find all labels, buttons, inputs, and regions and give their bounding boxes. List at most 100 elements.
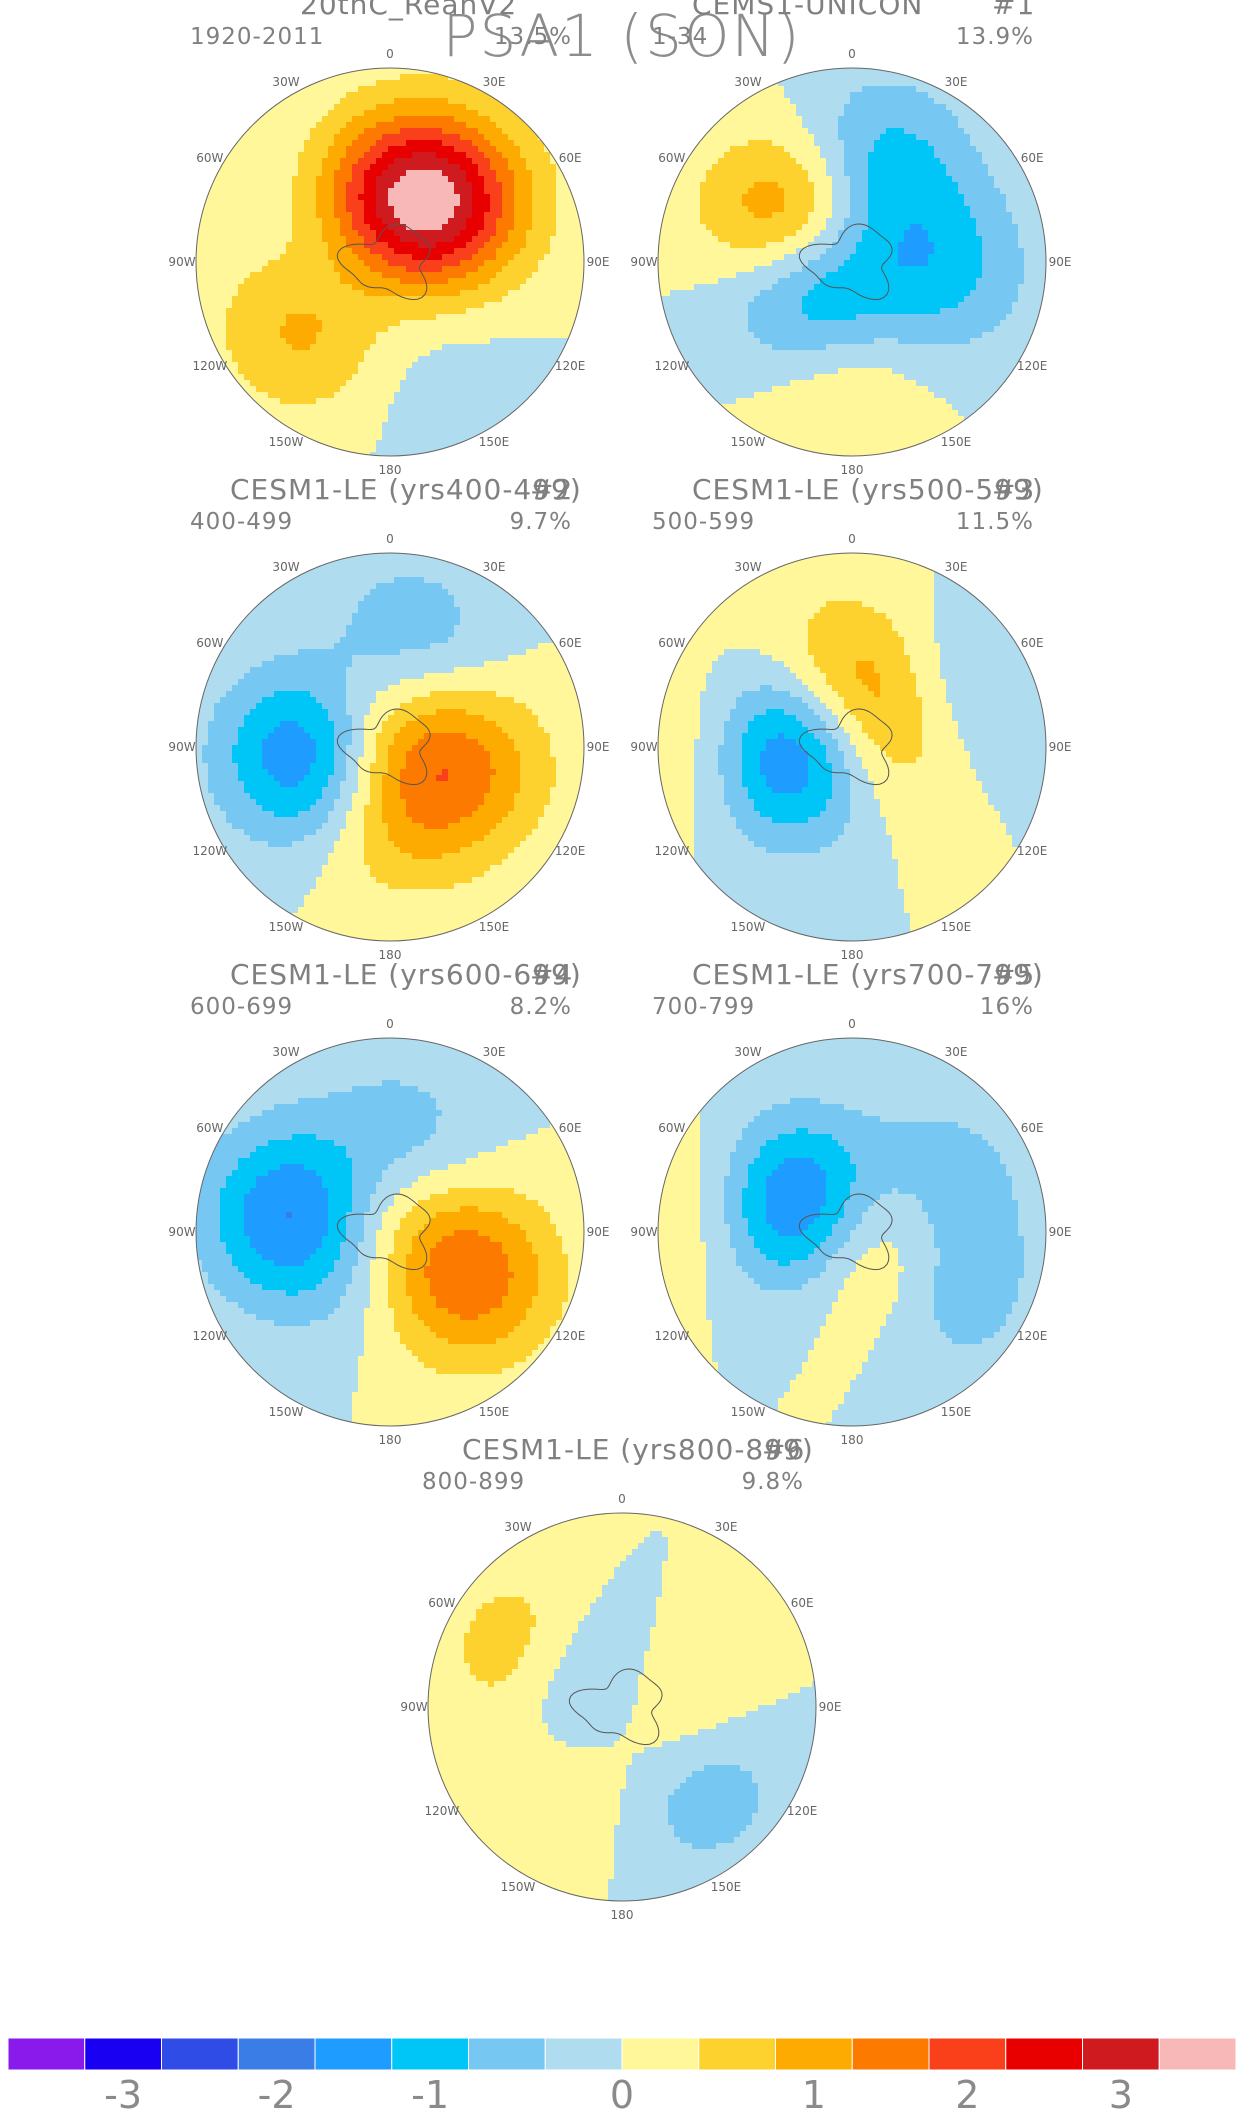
map-boundary [657, 1037, 1047, 1427]
longitude-label: 30W [272, 1045, 299, 1059]
coastline [336, 223, 431, 301]
colorbar-swatch [1005, 2038, 1083, 2071]
longitude-label: 0 [618, 1492, 626, 1506]
longitude-label: 90W [168, 740, 195, 754]
colorbar-swatch [775, 2038, 853, 2071]
map-boundary [657, 552, 1047, 942]
longitude-label: 180 [611, 1908, 634, 1922]
panel-title: CESM1-LE (yrs800-899) [462, 1433, 814, 1466]
longitude-label: 0 [848, 532, 856, 546]
longitude-label: 30E [483, 75, 506, 89]
longitude-label: 0 [848, 47, 856, 61]
colorbar: -3 -2 -1 0 1 2 3 [8, 2038, 1236, 2113]
coastline [798, 1193, 893, 1271]
longitude-label: 30E [945, 75, 968, 89]
map-boundary [195, 1037, 585, 1427]
longitude-label: 30W [504, 1520, 531, 1534]
longitude-label: 90E [587, 740, 610, 754]
longitude-label: 120W [192, 844, 227, 858]
longitude-label: 60W [428, 1596, 455, 1610]
colorbar-tick-label: -3 [104, 2073, 142, 2113]
longitude-label: 120W [654, 1329, 689, 1343]
longitude-label: 120W [192, 359, 227, 373]
longitude-label: 150E [711, 1880, 742, 1894]
longitude-label: 90W [630, 1225, 657, 1239]
longitude-label: 60E [791, 1596, 814, 1610]
longitude-label: 120E [1017, 844, 1048, 858]
longitude-label: 150W [269, 920, 304, 934]
longitude-label: 60W [196, 1121, 223, 1135]
panel-title: CESM1-LE (yrs600-699) [230, 958, 582, 991]
panel-member: #4 [530, 958, 573, 991]
polar-map [657, 552, 1047, 942]
longitude-label: 60E [559, 1121, 582, 1135]
longitude-label: 30W [734, 75, 761, 89]
longitude-label: 120W [192, 1329, 227, 1343]
panel-member: #2 [530, 473, 573, 506]
coastline [336, 708, 431, 786]
longitude-label: 30E [945, 560, 968, 574]
polar-map [195, 1037, 585, 1427]
colorbar-swatch [391, 2038, 469, 2071]
colorbar-tick-label: 3 [1109, 2073, 1133, 2113]
panel-title: CESM1-LE (yrs400-499) [230, 473, 582, 506]
longitude-label: 150E [941, 920, 972, 934]
panel-variance: 9.7% [460, 509, 572, 535]
panel-title: CEMS1-UNICON [692, 0, 923, 21]
panel-period: 1920-2011 [190, 24, 324, 50]
longitude-label: 90E [587, 255, 610, 269]
longitude-label: 150E [479, 920, 510, 934]
longitude-label: 60W [196, 151, 223, 165]
panel-variance: 8.2% [460, 994, 572, 1020]
panel-period: 600-699 [190, 994, 293, 1020]
longitude-label: 150W [731, 1405, 766, 1419]
longitude-label: 120E [555, 844, 586, 858]
colorbar-tick-label: -2 [258, 2073, 296, 2113]
colorbar-swatch [928, 2038, 1007, 2071]
colorbar-swatch [544, 2038, 623, 2071]
longitude-label: 150E [941, 435, 972, 449]
coastline [798, 223, 893, 301]
longitude-label: 90W [168, 255, 195, 269]
longitude-label: 60W [658, 1121, 685, 1135]
longitude-label: 90W [630, 255, 657, 269]
longitude-label: 90E [819, 1700, 842, 1714]
longitude-label: 90E [1049, 255, 1072, 269]
coastline [798, 708, 893, 786]
longitude-label: 60W [658, 151, 685, 165]
longitude-label: 60E [1021, 151, 1044, 165]
longitude-label: 90W [168, 1225, 195, 1239]
colorbar-swatch [237, 2038, 316, 2071]
longitude-label: 30W [272, 75, 299, 89]
colorbar-swatch [1082, 2038, 1160, 2071]
longitude-label: 0 [848, 1017, 856, 1031]
longitude-label: 60E [1021, 636, 1044, 650]
colorbar-swatch [314, 2038, 393, 2071]
longitude-label: 90W [400, 1700, 427, 1714]
colorbar-swatch [8, 2038, 86, 2071]
colorbar-tick-label: 1 [802, 2073, 826, 2113]
longitude-label: 0 [386, 1017, 394, 1031]
panel-period: 700-799 [652, 994, 755, 1020]
longitude-label: 60E [1021, 1121, 1044, 1135]
longitude-label: 0 [386, 532, 394, 546]
figure-title: PSA1 (SON) [0, 2, 1244, 70]
panel-member: #6 [762, 1433, 805, 1466]
longitude-label: 120E [555, 359, 586, 373]
panel-variance: 13.9% [922, 24, 1034, 50]
colorbar-tick-label: 2 [955, 2073, 979, 2113]
longitude-label: 120W [654, 359, 689, 373]
polar-map [195, 552, 585, 942]
panel-period: 1-34 [652, 24, 708, 50]
longitude-label: 150W [731, 435, 766, 449]
panel-title: CESM1-LE (yrs500-599) [692, 473, 1044, 506]
colorbar-swatch [161, 2038, 239, 2071]
longitude-label: 150W [269, 435, 304, 449]
longitude-label: 60W [658, 636, 685, 650]
panel-member: #5 [992, 958, 1035, 991]
longitude-label: 180 [379, 463, 402, 477]
longitude-label: 120W [654, 844, 689, 858]
longitude-label: 120E [1017, 359, 1048, 373]
colorbar-swatch [851, 2038, 930, 2071]
longitude-label: 150E [479, 1405, 510, 1419]
